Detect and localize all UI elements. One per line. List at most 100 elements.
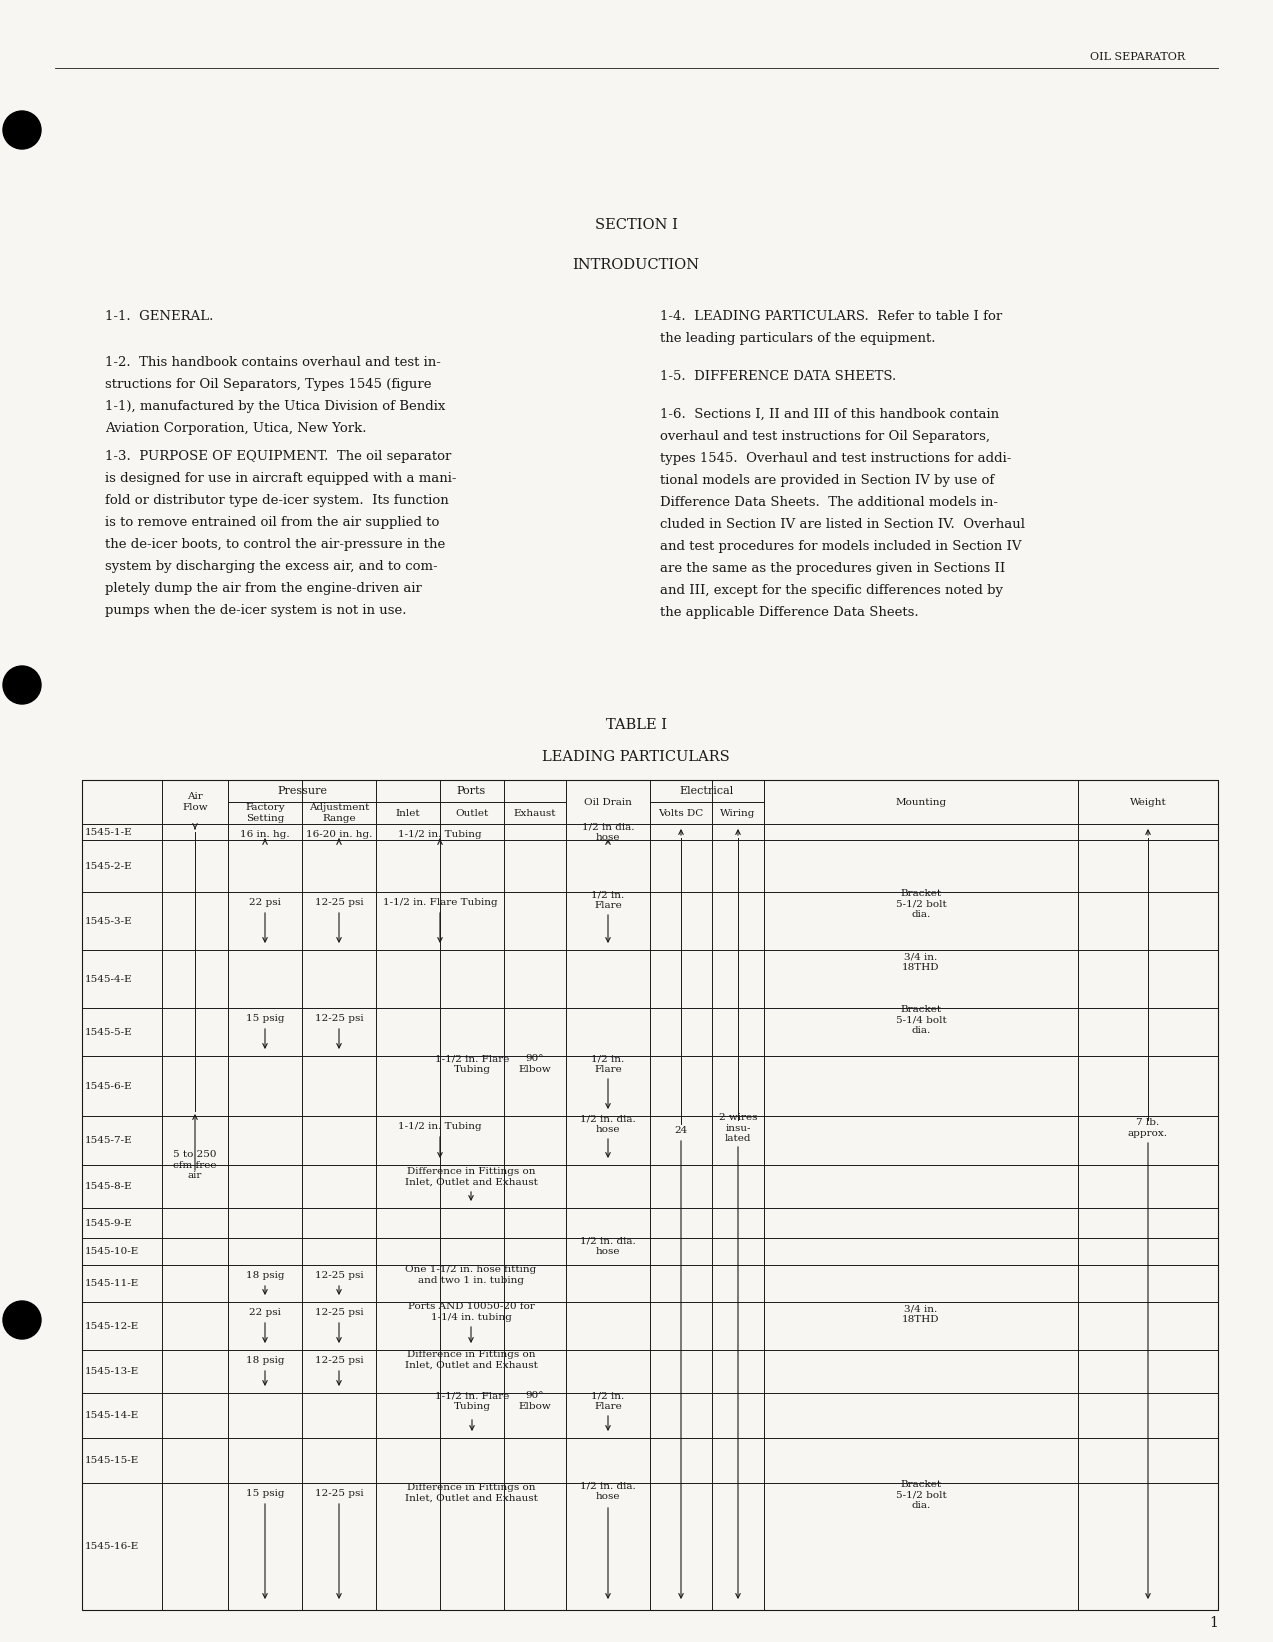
Text: structions for Oil Separators, Types 1545 (figure: structions for Oil Separators, Types 154… xyxy=(104,378,432,391)
Text: 24: 24 xyxy=(675,1125,687,1135)
Text: 1-1/2 in. Flare
Tubing: 1-1/2 in. Flare Tubing xyxy=(435,1391,509,1410)
Text: TABLE I: TABLE I xyxy=(606,718,667,732)
Text: 2 wires
insu-
lated: 2 wires insu- lated xyxy=(719,1113,757,1143)
Text: pumps when the de-icer system is not in use.: pumps when the de-icer system is not in … xyxy=(104,604,406,617)
Text: and III, except for the specific differences noted by: and III, except for the specific differe… xyxy=(659,585,1003,598)
Text: 12-25 psi: 12-25 psi xyxy=(314,898,363,906)
Text: 16 in. hg.: 16 in. hg. xyxy=(241,829,290,839)
Text: 1-5.  DIFFERENCE DATA SHEETS.: 1-5. DIFFERENCE DATA SHEETS. xyxy=(659,369,896,383)
Text: the applicable Difference Data Sheets.: the applicable Difference Data Sheets. xyxy=(659,606,919,619)
Text: 1-6.  Sections I, II and III of this handbook contain: 1-6. Sections I, II and III of this hand… xyxy=(659,407,999,420)
Text: 1/2 in.
Flare: 1/2 in. Flare xyxy=(592,1391,625,1410)
Text: 1545-6-E: 1545-6-E xyxy=(85,1082,132,1090)
Text: 1-1/2 in. Tubing: 1-1/2 in. Tubing xyxy=(398,1121,481,1130)
Text: pletely dump the air from the engine-driven air: pletely dump the air from the engine-dri… xyxy=(104,581,421,594)
Text: 1545-3-E: 1545-3-E xyxy=(85,916,132,926)
Text: Outlet: Outlet xyxy=(456,808,489,818)
Text: Adjustment
Range: Adjustment Range xyxy=(309,803,369,823)
Text: 12-25 psi: 12-25 psi xyxy=(314,1013,363,1023)
Text: types 1545.  Overhaul and test instructions for addi-: types 1545. Overhaul and test instructio… xyxy=(659,452,1011,465)
Text: OIL SEPARATOR: OIL SEPARATOR xyxy=(1090,53,1185,62)
Text: 1545-15-E: 1545-15-E xyxy=(85,1456,139,1465)
Text: One 1-1/2 in. hose fitting
and two 1 in. tubing: One 1-1/2 in. hose fitting and two 1 in.… xyxy=(405,1266,537,1284)
Text: 1/2 in.
Flare: 1/2 in. Flare xyxy=(592,1054,625,1074)
Text: 1545-10-E: 1545-10-E xyxy=(85,1246,139,1256)
Text: is designed for use in aircraft equipped with a mani-: is designed for use in aircraft equipped… xyxy=(104,471,457,484)
Bar xyxy=(81,780,1218,1611)
Text: Pressure: Pressure xyxy=(278,787,327,796)
Text: 1545-9-E: 1545-9-E xyxy=(85,1218,132,1228)
Text: 1545-8-E: 1545-8-E xyxy=(85,1182,132,1190)
Text: Electrical: Electrical xyxy=(680,787,735,796)
Text: is to remove entrained oil from the air supplied to: is to remove entrained oil from the air … xyxy=(104,516,439,529)
Text: SECTION I: SECTION I xyxy=(594,218,677,232)
Text: fold or distributor type de-icer system.  Its function: fold or distributor type de-icer system.… xyxy=(104,494,449,507)
Text: Wiring: Wiring xyxy=(721,808,756,818)
Text: 1-1.  GENERAL.: 1-1. GENERAL. xyxy=(104,310,214,323)
Text: 16-20 in. hg.: 16-20 in. hg. xyxy=(306,829,372,839)
Text: 7 lb.
approx.: 7 lb. approx. xyxy=(1128,1118,1169,1138)
Text: 1545-1-E: 1545-1-E xyxy=(85,828,132,836)
Text: Bracket
5-1/2 bolt
dia.: Bracket 5-1/2 bolt dia. xyxy=(896,1479,946,1511)
Text: Mounting: Mounting xyxy=(895,798,947,806)
Text: 22 psi: 22 psi xyxy=(250,898,281,906)
Text: 1-3.  PURPOSE OF EQUIPMENT.  The oil separator: 1-3. PURPOSE OF EQUIPMENT. The oil separ… xyxy=(104,450,452,463)
Text: 18 psig: 18 psig xyxy=(246,1356,284,1365)
Text: Factory
Setting: Factory Setting xyxy=(246,803,285,823)
Text: tional models are provided in Section IV by use of: tional models are provided in Section IV… xyxy=(659,475,994,488)
Text: Difference in Fittings on
Inlet, Outlet and Exhaust: Difference in Fittings on Inlet, Outlet … xyxy=(405,1167,537,1187)
Text: Inlet: Inlet xyxy=(396,808,420,818)
Text: Difference Data Sheets.  The additional models in-: Difference Data Sheets. The additional m… xyxy=(659,496,998,509)
Text: 1/2 in. dia.
hose: 1/2 in. dia. hose xyxy=(580,1236,636,1256)
Text: 1: 1 xyxy=(1209,1616,1218,1631)
Text: 1545-5-E: 1545-5-E xyxy=(85,1028,132,1036)
Text: 1/2 in. dia.
hose: 1/2 in. dia. hose xyxy=(580,1115,636,1133)
Text: Aviation Corporation, Utica, New York.: Aviation Corporation, Utica, New York. xyxy=(104,422,367,435)
Text: Weight: Weight xyxy=(1129,798,1166,806)
Text: 1545-12-E: 1545-12-E xyxy=(85,1322,139,1330)
Text: 1545-7-E: 1545-7-E xyxy=(85,1136,132,1144)
Text: 1/2 in dia.
hose: 1/2 in dia. hose xyxy=(582,823,634,842)
Text: 12-25 psi: 12-25 psi xyxy=(314,1271,363,1279)
Circle shape xyxy=(3,112,41,149)
Text: 22 psi: 22 psi xyxy=(250,1307,281,1317)
Text: 1-2.  This handbook contains overhaul and test in-: 1-2. This handbook contains overhaul and… xyxy=(104,356,440,369)
Text: Ports: Ports xyxy=(457,787,485,796)
Text: Oil Drain: Oil Drain xyxy=(584,798,631,806)
Text: 18 psig: 18 psig xyxy=(246,1271,284,1279)
Text: 15 psig: 15 psig xyxy=(246,1013,284,1023)
Text: 12-25 psi: 12-25 psi xyxy=(314,1489,363,1498)
Text: system by discharging the excess air, and to com-: system by discharging the excess air, an… xyxy=(104,560,438,573)
Text: 12-25 psi: 12-25 psi xyxy=(314,1307,363,1317)
Text: Bracket
5-1/2 bolt
dia.: Bracket 5-1/2 bolt dia. xyxy=(896,888,946,920)
Text: 1545-16-E: 1545-16-E xyxy=(85,1542,139,1552)
Text: 15 psig: 15 psig xyxy=(246,1489,284,1498)
Text: 90°
Elbow: 90° Elbow xyxy=(518,1391,551,1410)
Text: 5 to 250
cfm free
air: 5 to 250 cfm free air xyxy=(173,1149,216,1181)
Text: Air
Flow: Air Flow xyxy=(182,793,207,811)
Text: 1545-4-E: 1545-4-E xyxy=(85,974,132,984)
Text: 1-4.  LEADING PARTICULARS.  Refer to table I for: 1-4. LEADING PARTICULARS. Refer to table… xyxy=(659,310,1002,323)
Text: 1-1/2 in. Flare
Tubing: 1-1/2 in. Flare Tubing xyxy=(435,1054,509,1074)
Text: 1545-13-E: 1545-13-E xyxy=(85,1368,139,1376)
Text: the leading particulars of the equipment.: the leading particulars of the equipment… xyxy=(659,332,936,345)
Text: 1545-11-E: 1545-11-E xyxy=(85,1279,139,1287)
Circle shape xyxy=(3,667,41,704)
Text: Volts DC: Volts DC xyxy=(658,808,704,818)
Text: 1-1), manufactured by the Utica Division of Bendix: 1-1), manufactured by the Utica Division… xyxy=(104,401,446,414)
Text: and test procedures for models included in Section IV: and test procedures for models included … xyxy=(659,540,1021,553)
Text: overhaul and test instructions for Oil Separators,: overhaul and test instructions for Oil S… xyxy=(659,430,990,443)
Text: INTRODUCTION: INTRODUCTION xyxy=(573,258,700,273)
Text: LEADING PARTICULARS: LEADING PARTICULARS xyxy=(542,750,729,764)
Text: 1-1/2 in. Flare Tubing: 1-1/2 in. Flare Tubing xyxy=(383,898,498,906)
Text: 12-25 psi: 12-25 psi xyxy=(314,1356,363,1365)
Text: 1545-14-E: 1545-14-E xyxy=(85,1410,139,1420)
Text: 1545-2-E: 1545-2-E xyxy=(85,862,132,870)
Text: Ports AND 10050-20 for
1-1/4 in. tubing: Ports AND 10050-20 for 1-1/4 in. tubing xyxy=(407,1302,535,1322)
Circle shape xyxy=(3,1300,41,1338)
Text: Bracket
5-1/4 bolt
dia.: Bracket 5-1/4 bolt dia. xyxy=(896,1005,946,1034)
Text: 1/2 in.
Flare: 1/2 in. Flare xyxy=(592,890,625,910)
Text: Difference in Fittings on
Inlet, Outlet and Exhaust: Difference in Fittings on Inlet, Outlet … xyxy=(405,1350,537,1369)
Text: cluded in Section IV are listed in Section IV.  Overhaul: cluded in Section IV are listed in Secti… xyxy=(659,517,1025,530)
Text: 90°
Elbow: 90° Elbow xyxy=(518,1054,551,1074)
